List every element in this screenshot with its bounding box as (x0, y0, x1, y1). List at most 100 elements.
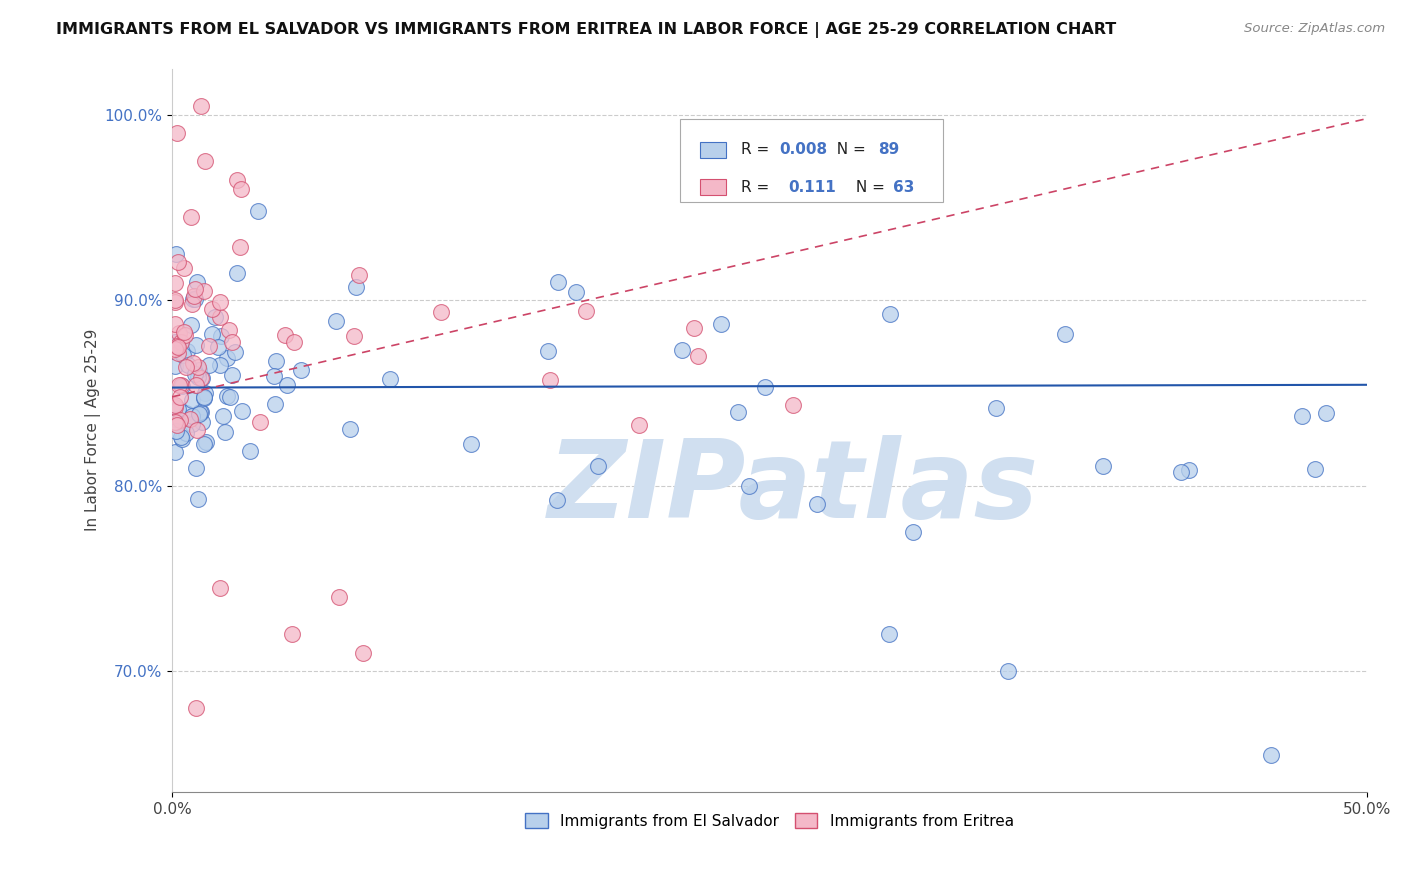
Point (163, 399, 186, 413)
Point (173, 325, 195, 339)
Point (1291, 409, 1313, 423)
Point (184, 378, 207, 392)
Point (193, 392, 215, 406)
Point (165, 247, 187, 261)
Point (671, 343, 693, 358)
Point (627, 418, 650, 433)
Point (194, 386, 217, 401)
Point (208, 310, 231, 324)
Point (174, 406, 197, 420)
Point (163, 415, 186, 429)
Point (209, 329, 232, 343)
Point (352, 646, 374, 660)
Point (163, 317, 186, 331)
Text: 89: 89 (879, 142, 900, 157)
Point (224, 345, 246, 359)
Point (225, 173, 247, 187)
Text: N =: N = (851, 179, 890, 194)
Point (186, 275, 208, 289)
Point (194, 154, 217, 169)
Point (231, 404, 253, 418)
Point (187, 407, 209, 421)
Point (190, 404, 212, 418)
Point (280, 627, 302, 641)
Point (226, 266, 249, 280)
Point (169, 412, 191, 426)
Point (184, 282, 207, 296)
Point (169, 335, 191, 350)
Point (181, 409, 204, 423)
Point (215, 389, 238, 403)
Bar (700, 179, 727, 195)
Point (191, 415, 214, 429)
Point (193, 284, 215, 298)
Point (1260, 747, 1282, 762)
Point (179, 412, 201, 426)
Text: R =: R = (741, 179, 779, 194)
Text: ZIPatlas: ZIPatlas (548, 435, 1039, 541)
Point (193, 390, 215, 404)
Point (181, 292, 204, 306)
Point (208, 358, 231, 372)
Point (170, 430, 193, 444)
Point (167, 402, 190, 417)
Point (180, 211, 202, 225)
Point (190, 371, 212, 385)
Point (1053, 327, 1076, 342)
Point (782, 398, 804, 412)
Text: 0.008: 0.008 (779, 142, 827, 157)
Point (170, 379, 193, 393)
Point (343, 329, 366, 343)
Point (290, 363, 312, 377)
Point (184, 701, 207, 715)
Point (214, 425, 236, 439)
Point (169, 390, 191, 404)
Point (180, 297, 202, 311)
Point (165, 424, 187, 438)
Point (200, 326, 222, 341)
Point (218, 322, 240, 336)
Point (984, 401, 1007, 416)
Point (378, 372, 401, 386)
Point (328, 590, 350, 604)
Point (901, 525, 924, 540)
Point (339, 422, 361, 436)
Point (208, 581, 231, 595)
Text: IMMIGRANTS FROM EL SALVADOR VS IMMIGRANTS FROM ERITREA IN LABOR FORCE | AGE 25-2: IMMIGRANTS FROM EL SALVADOR VS IMMIGRANT… (56, 22, 1116, 38)
Point (229, 239, 252, 253)
Point (173, 260, 195, 275)
Text: 0.111: 0.111 (789, 179, 837, 194)
Point (193, 437, 215, 451)
Point (460, 437, 482, 451)
Point (209, 295, 232, 310)
Point (547, 492, 569, 507)
Point (727, 405, 749, 419)
Y-axis label: In Labor Force | Age 25-29: In Labor Force | Age 25-29 (86, 329, 101, 532)
Point (710, 317, 733, 331)
Point (325, 314, 347, 328)
Point (575, 303, 598, 318)
Text: R =: R = (741, 142, 773, 157)
Point (1092, 458, 1115, 473)
Point (170, 377, 193, 392)
Point (163, 342, 186, 356)
Text: Source: ZipAtlas.com: Source: ZipAtlas.com (1244, 22, 1385, 36)
Point (204, 310, 226, 324)
Point (221, 368, 243, 382)
Point (344, 280, 367, 294)
Text: 63: 63 (893, 179, 914, 194)
Point (264, 397, 287, 411)
Point (165, 359, 187, 374)
Point (877, 627, 900, 641)
Point (188, 405, 211, 419)
Point (167, 326, 190, 340)
Point (219, 391, 242, 405)
Point (166, 346, 188, 360)
Point (187, 359, 209, 374)
Point (174, 425, 197, 440)
Point (197, 358, 219, 372)
Point (165, 445, 187, 459)
Point (177, 359, 200, 373)
Point (172, 432, 194, 446)
Point (429, 305, 451, 319)
